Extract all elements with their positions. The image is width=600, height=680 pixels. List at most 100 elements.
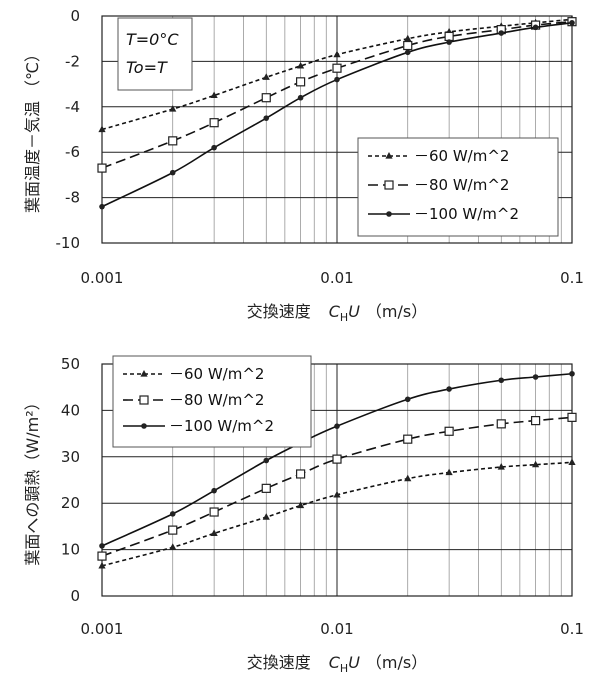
legend-label: －100 W/m^2 — [414, 205, 519, 223]
annotation-box: T=0°C To=T — [117, 17, 193, 91]
x-axis-title-var2: U — [348, 302, 360, 321]
data-point-marker — [169, 511, 176, 517]
data-point-marker — [99, 203, 105, 210]
y-tick-label: -8 — [65, 189, 80, 207]
data-point-marker — [210, 529, 218, 536]
data-point-marker — [139, 395, 149, 405]
y-tick-label: 10 — [61, 541, 80, 559]
annotation-border — [117, 17, 193, 91]
series-3 — [99, 20, 575, 210]
y-axis-title: 葉面温度－気温 （℃） — [23, 46, 42, 213]
x-axis-title-sub: H — [340, 311, 348, 324]
data-point-marker — [386, 211, 392, 217]
data-point-marker — [209, 118, 219, 128]
data-point-marker — [444, 31, 454, 42]
data-point-marker — [98, 125, 106, 133]
data-point-marker — [446, 386, 452, 392]
data-point-marker — [211, 144, 217, 151]
data-point-marker — [496, 419, 506, 429]
data-point-marker — [210, 91, 218, 99]
x-tick-label: 0.01 — [320, 620, 353, 638]
legend-label: －80 W/m^2 — [414, 176, 509, 194]
data-point-marker — [168, 136, 178, 146]
x-axis-title-var: C — [329, 302, 341, 321]
data-point-marker — [99, 543, 105, 549]
x-axis-title: 交換速度 CHU （m/s） — [247, 302, 428, 324]
data-point-marker — [262, 73, 270, 80]
data-point-marker — [97, 551, 107, 561]
y-tick-label: -2 — [65, 52, 80, 70]
data-point-marker — [404, 396, 411, 403]
y-tick-label: 30 — [61, 448, 80, 466]
series-2 — [97, 412, 577, 561]
data-point-marker — [141, 423, 147, 429]
data-point-marker — [295, 469, 306, 479]
x-axis-title-var2: U — [348, 653, 360, 672]
x-tick-label: 0.001 — [81, 620, 124, 638]
data-point-marker — [568, 458, 576, 465]
data-point-marker — [334, 76, 340, 83]
data-point-marker — [334, 423, 340, 429]
data-point-marker — [209, 507, 219, 517]
data-point-marker — [211, 487, 217, 494]
y-axis-title: 葉面への顕熱（W/m²） — [23, 394, 42, 565]
data-point-marker — [332, 454, 342, 464]
annotation-text: To=T — [126, 58, 168, 77]
plot-border — [101, 363, 573, 597]
legend-label: －80 W/m^2 — [169, 391, 264, 409]
legend-label: －100 W/m^2 — [169, 417, 274, 435]
data-point-marker — [403, 434, 413, 444]
x-axis-title-var: C — [329, 653, 341, 672]
legend-label: －60 W/m^2 — [414, 147, 509, 165]
data-point-marker — [263, 457, 270, 464]
data-point-marker — [333, 490, 341, 498]
data-point-marker — [140, 370, 148, 377]
legend-label: －60 W/m^2 — [169, 365, 264, 383]
data-point-marker — [569, 20, 575, 26]
data-point-marker — [169, 543, 177, 550]
y-tick-label: 50 — [61, 355, 80, 373]
y-tick-label: 0 — [70, 587, 80, 605]
data-point-marker — [263, 115, 270, 121]
data-point-marker — [530, 416, 541, 426]
y-tick-label: -6 — [65, 143, 80, 161]
data-point-marker — [297, 94, 304, 101]
chart-panel-2: 0 10 20 30 40 50 0.001 0.01 0.1 交換速度 CHU （m/s） 葉面への顕… — [23, 355, 584, 675]
data-point-marker — [498, 377, 505, 384]
data-point-marker — [498, 30, 505, 36]
data-point-marker — [97, 163, 107, 173]
data-point-marker — [532, 374, 539, 380]
data-point-marker — [531, 460, 540, 468]
x-tick-label: 0.001 — [81, 269, 124, 287]
data-point-marker — [404, 474, 412, 482]
x-tick-label: 0.1 — [560, 269, 584, 287]
x-axis-title: 交換速度 CHU （m/s） — [247, 653, 428, 675]
y-tick-label: -4 — [65, 98, 80, 116]
data-point-marker — [332, 63, 342, 73]
legend: －60 W/m^2 －80 W/m^2 －100 W/m^2 — [357, 137, 559, 237]
data-point-marker — [532, 24, 539, 31]
data-point-marker — [296, 61, 305, 69]
data-point-marker — [403, 40, 413, 51]
legend: －60 W/m^2 －80 W/m^2 －100 W/m^2 — [112, 355, 312, 448]
data-point-marker — [404, 49, 411, 56]
x-axis-title-prefix: 交換速度 — [247, 653, 311, 672]
data-point-marker — [497, 463, 505, 470]
data-point-marker — [567, 412, 577, 422]
x-axis-title-unit: （m/s） — [366, 653, 427, 672]
data-point-marker — [384, 180, 394, 190]
data-point-marker — [261, 483, 271, 493]
annotation-text: T=0°C — [126, 30, 179, 49]
y-tick-label: -10 — [56, 234, 81, 252]
x-axis-title-prefix: 交換速度 — [247, 302, 311, 321]
data-point-marker — [296, 501, 305, 509]
data-point-marker — [98, 561, 106, 569]
data-point-marker — [333, 50, 341, 58]
data-point-marker — [385, 152, 393, 159]
x-axis-title-sub: H — [340, 662, 348, 675]
y-tick-label: 40 — [61, 401, 80, 419]
data-point-marker — [261, 93, 271, 103]
data-point-marker — [446, 39, 452, 45]
y-tick-label: 0 — [70, 7, 80, 25]
